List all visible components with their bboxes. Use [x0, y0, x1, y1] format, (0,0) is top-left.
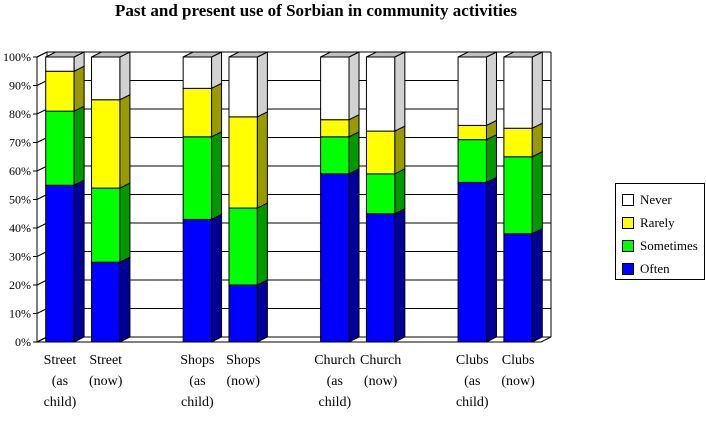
bar-top-cap: [228, 51, 268, 58]
bar-segment-rarely: [91, 93, 131, 189]
bar-top-cap: [182, 51, 222, 58]
bar-segment-rarely: [365, 125, 406, 175]
bar-segment-rarely: [320, 113, 360, 138]
bar-segment-often: [45, 179, 85, 343]
bar-top-cap: [320, 51, 360, 58]
y-tick-label: 0%: [15, 335, 31, 349]
x-tick-label: Clubs (as child): [456, 353, 489, 410]
legend-swatch: [622, 194, 634, 206]
y-tick-label: 40%: [9, 221, 31, 235]
legend-label: Never: [640, 192, 672, 207]
legend-item-sometimes: Sometimes: [622, 238, 698, 254]
legend-swatch: [622, 263, 634, 275]
bar-segment-rarely: [182, 82, 223, 138]
bar-segment-rarely: [228, 111, 268, 209]
bar-segment-never: [365, 51, 406, 132]
y-tick-label: 90%: [9, 79, 31, 93]
bar-segment-sometimes: [320, 130, 360, 175]
bar-segment-sometimes: [503, 150, 543, 235]
bar-segment-often: [503, 227, 543, 343]
x-tick-label: Church (as child): [314, 353, 355, 410]
y-tick-label: 10%: [9, 307, 31, 321]
bar-segment-often: [457, 176, 497, 343]
bar-top-cap: [45, 51, 85, 58]
chart-title: Past and present use of Sorbian in commu…: [115, 1, 517, 20]
bars: [45, 51, 543, 343]
x-tick-label: Street (now): [89, 353, 123, 389]
bar-segment-rarely: [457, 119, 497, 141]
legend-item-often: Often: [622, 261, 670, 277]
bar-segment-rarely: [45, 65, 85, 112]
gridline-diagonal: [36, 51, 48, 58]
legend-item-never: Never: [622, 192, 672, 208]
bar-segment-sometimes: [45, 105, 85, 187]
y-tick-label: 30%: [9, 250, 31, 264]
x-tick-label: Shops (now): [226, 353, 260, 389]
bar-segment-often: [91, 256, 131, 343]
bar-segment-sometimes: [91, 182, 131, 264]
y-axis-ticks: 0% 10% 20% 30% 40% 50% 60% 70% 80% 90% 100%: [3, 50, 541, 349]
bar-segment-never: [91, 51, 131, 101]
legend-label: Sometimes: [640, 238, 698, 253]
y-tick-label: 50%: [9, 193, 31, 207]
x-tick-label: Street (as child): [44, 353, 77, 410]
x-axis-labels: Street (as child) Street (now) Shops (as child)…: [44, 353, 536, 410]
bar-segment-never: [320, 51, 360, 121]
bar-segment-sometimes: [228, 202, 268, 286]
y-tick-label: 60%: [9, 164, 31, 178]
legend-label: Often: [640, 261, 670, 276]
bar-segment-sometimes: [457, 133, 497, 184]
legend: Never Rarely Sometimes Often: [615, 183, 705, 280]
y-tick-label: 80%: [9, 107, 31, 121]
legend-swatch: [622, 240, 634, 252]
bar-segment-sometimes: [365, 168, 406, 215]
bar-segment-sometimes: [182, 130, 223, 221]
legend-label: Rarely: [640, 215, 675, 230]
bar-segment-never: [228, 51, 268, 118]
bar-segment-often: [228, 279, 268, 343]
bar-segment-often: [320, 168, 360, 343]
x-tick-label: Shops (as child): [180, 353, 214, 410]
bar-top-cap: [366, 51, 406, 58]
x-tick-label: Church (now): [360, 353, 401, 389]
bar-segment-often: [182, 213, 223, 343]
bar-segment-never: [457, 51, 497, 127]
legend-swatch: [622, 217, 634, 229]
x-tick-label: Clubs (now): [501, 353, 535, 389]
bar-segment-never: [45, 51, 85, 73]
y-tick-label: 70%: [9, 136, 31, 150]
bar-top-cap: [457, 51, 497, 58]
bar-top-cap: [91, 51, 131, 58]
legend-item-rarely: Rarely: [622, 215, 675, 231]
y-tick-label: 20%: [9, 278, 31, 292]
bar-segment-often: [365, 207, 406, 343]
bar-segment-never: [503, 51, 543, 130]
bar-segment-rarely: [503, 122, 543, 158]
y-tick-label: 100%: [3, 50, 31, 64]
bar-top-cap: [503, 51, 543, 58]
